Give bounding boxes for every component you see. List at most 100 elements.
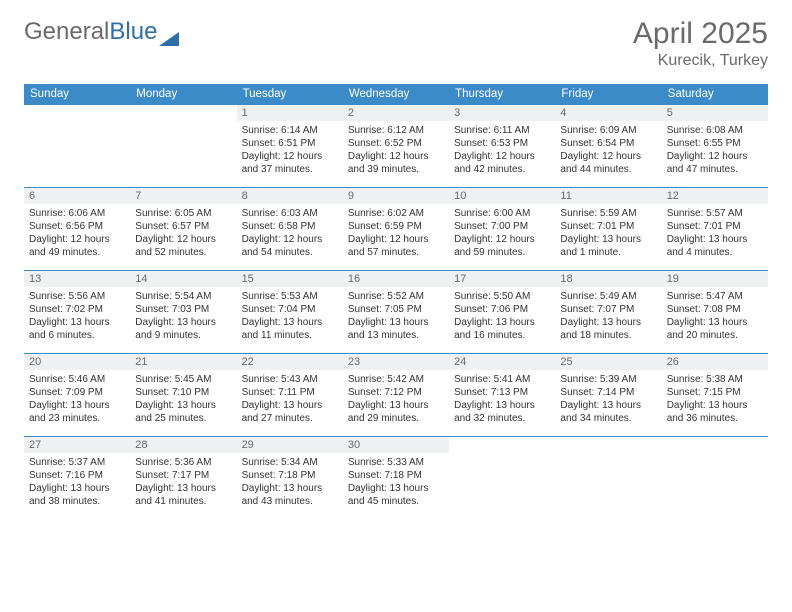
calendar-day-cell: 17Sunrise: 5:50 AMSunset: 7:06 PMDayligh…: [449, 270, 555, 353]
calendar-week-row: 6Sunrise: 6:06 AMSunset: 6:56 PMDaylight…: [24, 187, 768, 270]
day-details: Sunrise: 6:11 AMSunset: 6:53 PMDaylight:…: [449, 121, 555, 182]
calendar-day-cell: 15Sunrise: 5:53 AMSunset: 7:04 PMDayligh…: [237, 270, 343, 353]
day-number: 12: [662, 188, 768, 204]
calendar-day-cell: 16Sunrise: 5:52 AMSunset: 7:05 PMDayligh…: [343, 270, 449, 353]
day-details: Sunrise: 5:54 AMSunset: 7:03 PMDaylight:…: [130, 287, 236, 348]
location: Kurecik, Turkey: [633, 52, 768, 70]
day-details: Sunrise: 5:43 AMSunset: 7:11 PMDaylight:…: [237, 370, 343, 431]
calendar-day-cell: 25Sunrise: 5:39 AMSunset: 7:14 PMDayligh…: [555, 353, 661, 436]
weekday-header: Friday: [555, 84, 661, 105]
day-details: Sunrise: 5:39 AMSunset: 7:14 PMDaylight:…: [555, 370, 661, 431]
calendar-day-cell: 26Sunrise: 5:38 AMSunset: 7:15 PMDayligh…: [662, 353, 768, 436]
day-number: 18: [555, 271, 661, 287]
day-details: Sunrise: 6:14 AMSunset: 6:51 PMDaylight:…: [237, 121, 343, 182]
day-number: 1: [237, 105, 343, 121]
day-number: 19: [662, 271, 768, 287]
day-details: Sunrise: 5:53 AMSunset: 7:04 PMDaylight:…: [237, 287, 343, 348]
title-block: April 2025 Kurecik, Turkey: [633, 18, 768, 70]
day-number: 4: [555, 105, 661, 121]
day-details: Sunrise: 6:08 AMSunset: 6:55 PMDaylight:…: [662, 121, 768, 182]
day-number: 13: [24, 271, 130, 287]
calendar-week-row: 27Sunrise: 5:37 AMSunset: 7:16 PMDayligh…: [24, 436, 768, 519]
weekday-header: Monday: [130, 84, 236, 105]
day-number: 22: [237, 354, 343, 370]
calendar-week-row: 20Sunrise: 5:46 AMSunset: 7:09 PMDayligh…: [24, 353, 768, 436]
day-number: 24: [449, 354, 555, 370]
calendar-day-cell: 21Sunrise: 5:45 AMSunset: 7:10 PMDayligh…: [130, 353, 236, 436]
calendar-day-cell: 11Sunrise: 5:59 AMSunset: 7:01 PMDayligh…: [555, 187, 661, 270]
calendar-day-cell: 1Sunrise: 6:14 AMSunset: 6:51 PMDaylight…: [237, 104, 343, 187]
day-number: 11: [555, 188, 661, 204]
day-details: Sunrise: 6:03 AMSunset: 6:58 PMDaylight:…: [237, 204, 343, 265]
weekday-header: Thursday: [449, 84, 555, 105]
day-details: Sunrise: 5:56 AMSunset: 7:02 PMDaylight:…: [24, 287, 130, 348]
day-details: Sunrise: 6:12 AMSunset: 6:52 PMDaylight:…: [343, 121, 449, 182]
weekday-header: Saturday: [662, 84, 768, 105]
calendar-day-cell: 2Sunrise: 6:12 AMSunset: 6:52 PMDaylight…: [343, 104, 449, 187]
weekday-header: Wednesday: [343, 84, 449, 105]
calendar-day-cell: [130, 104, 236, 187]
calendar-day-cell: 27Sunrise: 5:37 AMSunset: 7:16 PMDayligh…: [24, 436, 130, 519]
day-details: Sunrise: 6:05 AMSunset: 6:57 PMDaylight:…: [130, 204, 236, 265]
calendar-day-cell: 30Sunrise: 5:33 AMSunset: 7:18 PMDayligh…: [343, 436, 449, 519]
day-number: 10: [449, 188, 555, 204]
calendar-day-cell: 20Sunrise: 5:46 AMSunset: 7:09 PMDayligh…: [24, 353, 130, 436]
calendar-day-cell: 18Sunrise: 5:49 AMSunset: 7:07 PMDayligh…: [555, 270, 661, 353]
calendar-day-cell: 14Sunrise: 5:54 AMSunset: 7:03 PMDayligh…: [130, 270, 236, 353]
calendar-day-cell: 9Sunrise: 6:02 AMSunset: 6:59 PMDaylight…: [343, 187, 449, 270]
calendar-day-cell: 19Sunrise: 5:47 AMSunset: 7:08 PMDayligh…: [662, 270, 768, 353]
day-number: 7: [130, 188, 236, 204]
day-details: Sunrise: 5:47 AMSunset: 7:08 PMDaylight:…: [662, 287, 768, 348]
day-details: Sunrise: 5:49 AMSunset: 7:07 PMDaylight:…: [555, 287, 661, 348]
day-details: Sunrise: 5:46 AMSunset: 7:09 PMDaylight:…: [24, 370, 130, 431]
day-details: Sunrise: 6:09 AMSunset: 6:54 PMDaylight:…: [555, 121, 661, 182]
logo-text-general: General: [24, 18, 109, 46]
day-details: Sunrise: 5:33 AMSunset: 7:18 PMDaylight:…: [343, 453, 449, 514]
day-details: Sunrise: 5:37 AMSunset: 7:16 PMDaylight:…: [24, 453, 130, 514]
logo: GeneralBlue: [24, 18, 179, 46]
calendar-week-row: 13Sunrise: 5:56 AMSunset: 7:02 PMDayligh…: [24, 270, 768, 353]
calendar-day-cell: 10Sunrise: 6:00 AMSunset: 7:00 PMDayligh…: [449, 187, 555, 270]
day-number: 17: [449, 271, 555, 287]
calendar-day-cell: 22Sunrise: 5:43 AMSunset: 7:11 PMDayligh…: [237, 353, 343, 436]
day-details: Sunrise: 5:57 AMSunset: 7:01 PMDaylight:…: [662, 204, 768, 265]
calendar-day-cell: 5Sunrise: 6:08 AMSunset: 6:55 PMDaylight…: [662, 104, 768, 187]
calendar-day-cell: 12Sunrise: 5:57 AMSunset: 7:01 PMDayligh…: [662, 187, 768, 270]
calendar-day-cell: 24Sunrise: 5:41 AMSunset: 7:13 PMDayligh…: [449, 353, 555, 436]
calendar-day-cell: 13Sunrise: 5:56 AMSunset: 7:02 PMDayligh…: [24, 270, 130, 353]
calendar-day-cell: [449, 436, 555, 519]
day-number: 23: [343, 354, 449, 370]
weekday-header: Sunday: [24, 84, 130, 105]
day-number: 16: [343, 271, 449, 287]
calendar-day-cell: 28Sunrise: 5:36 AMSunset: 7:17 PMDayligh…: [130, 436, 236, 519]
day-details: Sunrise: 5:45 AMSunset: 7:10 PMDaylight:…: [130, 370, 236, 431]
calendar-day-cell: 29Sunrise: 5:34 AMSunset: 7:18 PMDayligh…: [237, 436, 343, 519]
calendar-table: SundayMondayTuesdayWednesdayThursdayFrid…: [24, 84, 768, 519]
sail-icon: [159, 25, 179, 39]
day-details: Sunrise: 5:42 AMSunset: 7:12 PMDaylight:…: [343, 370, 449, 431]
day-number: 3: [449, 105, 555, 121]
day-details: Sunrise: 5:52 AMSunset: 7:05 PMDaylight:…: [343, 287, 449, 348]
day-number: 27: [24, 437, 130, 453]
day-number: 2: [343, 105, 449, 121]
calendar-day-cell: 3Sunrise: 6:11 AMSunset: 6:53 PMDaylight…: [449, 104, 555, 187]
day-details: Sunrise: 5:38 AMSunset: 7:15 PMDaylight:…: [662, 370, 768, 431]
day-details: Sunrise: 5:59 AMSunset: 7:01 PMDaylight:…: [555, 204, 661, 265]
day-number: 21: [130, 354, 236, 370]
calendar-day-cell: 7Sunrise: 6:05 AMSunset: 6:57 PMDaylight…: [130, 187, 236, 270]
calendar-week-row: 1Sunrise: 6:14 AMSunset: 6:51 PMDaylight…: [24, 104, 768, 187]
day-details: Sunrise: 5:50 AMSunset: 7:06 PMDaylight:…: [449, 287, 555, 348]
day-number: 15: [237, 271, 343, 287]
day-details: Sunrise: 6:02 AMSunset: 6:59 PMDaylight:…: [343, 204, 449, 265]
day-details: Sunrise: 5:34 AMSunset: 7:18 PMDaylight:…: [237, 453, 343, 514]
calendar-day-cell: 6Sunrise: 6:06 AMSunset: 6:56 PMDaylight…: [24, 187, 130, 270]
calendar-day-cell: [24, 104, 130, 187]
day-number: 25: [555, 354, 661, 370]
calendar-day-cell: 23Sunrise: 5:42 AMSunset: 7:12 PMDayligh…: [343, 353, 449, 436]
calendar-day-cell: 4Sunrise: 6:09 AMSunset: 6:54 PMDaylight…: [555, 104, 661, 187]
day-number: 26: [662, 354, 768, 370]
calendar-day-cell: 8Sunrise: 6:03 AMSunset: 6:58 PMDaylight…: [237, 187, 343, 270]
day-number: 9: [343, 188, 449, 204]
page-header: GeneralBlue April 2025 Kurecik, Turkey: [24, 18, 768, 70]
month-title: April 2025: [633, 18, 768, 50]
